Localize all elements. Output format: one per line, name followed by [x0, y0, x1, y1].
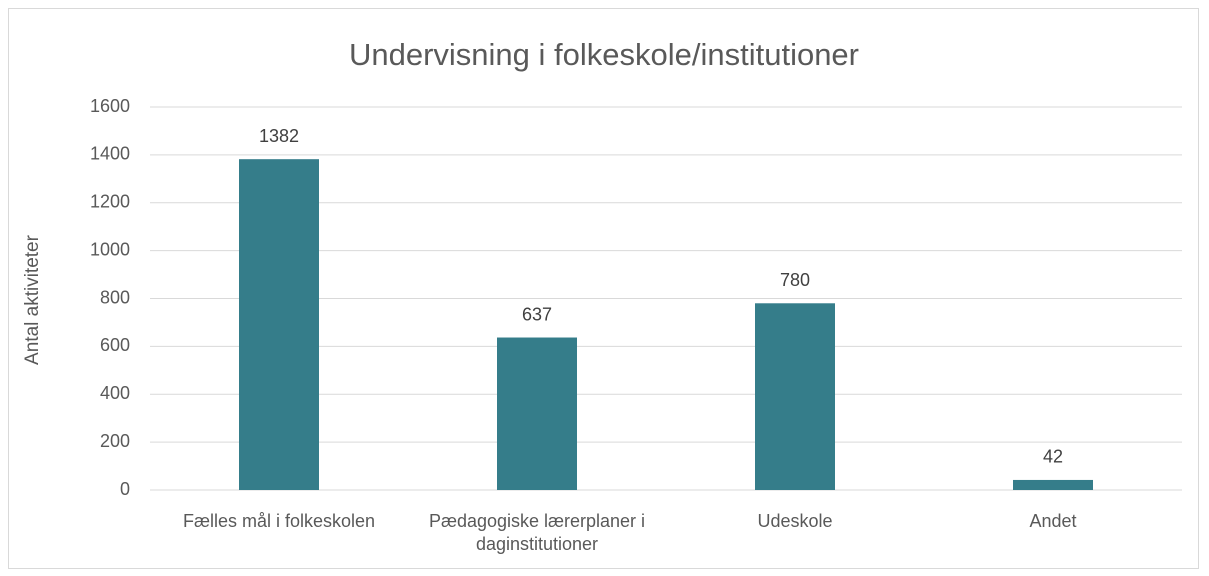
chart-title: Undervisning i folkeskole/institutioner [349, 37, 859, 72]
y-tick-label: 1600 [90, 96, 130, 116]
y-tick-label: 1400 [90, 144, 130, 164]
y-tick-label: 600 [100, 335, 130, 355]
bar [755, 303, 835, 490]
y-tick-label: 1000 [90, 239, 130, 259]
y-tick-label: 400 [100, 383, 130, 403]
y-tick-label: 0 [120, 479, 130, 499]
y-tick-label: 800 [100, 287, 130, 307]
x-tick-label: Fælles mål i folkeskolen [182, 511, 376, 531]
y-tick-label: 200 [100, 431, 130, 451]
x-tick-label: Pædagogiske lærerplaner i daginstitution… [428, 511, 646, 554]
x-tick-label: Udeskole [757, 511, 833, 531]
data-label: 1382 [259, 126, 299, 146]
data-label: 42 [1043, 447, 1063, 467]
data-label: 780 [780, 270, 810, 290]
y-tick-label: 1200 [90, 192, 130, 212]
bar [239, 159, 319, 490]
x-tick-label: Andet [1029, 511, 1077, 531]
data-label: 637 [522, 304, 552, 324]
chart-frame [8, 8, 1199, 569]
bar [497, 337, 577, 490]
bar [1013, 479, 1093, 490]
y-axis-label: Antal aktiviteter [22, 234, 43, 365]
